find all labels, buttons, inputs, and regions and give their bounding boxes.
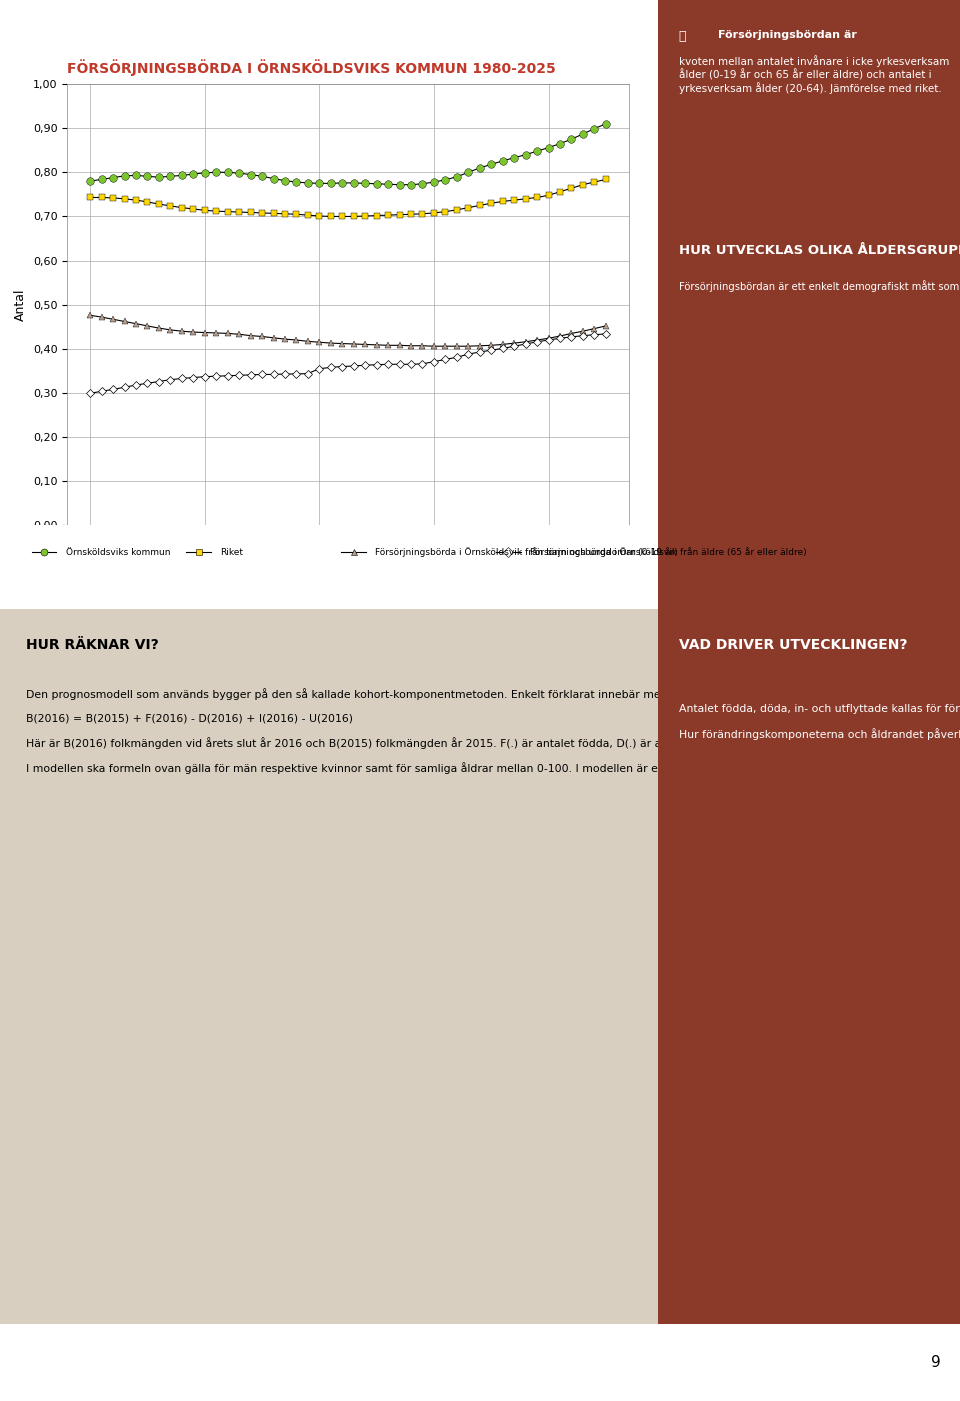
Text: Försörjningsbördan är: Försörjningsbördan är <box>718 31 857 41</box>
Text: Försörjningsbördan är ett enkelt demografiskt mått som visar på relationen mella: Försörjningsbördan är ett enkelt demogra… <box>679 280 960 293</box>
Text: Antalet födda, döda, in- och utflyttade kallas för förändringskomponenter. Kompo: Antalet födda, döda, in- och utflyttade … <box>679 702 960 740</box>
Text: HUR RÄKNAR VI?: HUR RÄKNAR VI? <box>26 637 159 651</box>
Text: ⓘ: ⓘ <box>679 31 686 43</box>
Text: kvoten mellan antalet invånare i icke yrkesverksam ålder (0-19 år och 65 år elle: kvoten mellan antalet invånare i icke yr… <box>679 55 949 94</box>
X-axis label: År: År <box>341 551 355 563</box>
Text: HUR UTVECKLAS OLIKA ÅLDERSGRUPPER?: HUR UTVECKLAS OLIKA ÅLDERSGRUPPER? <box>679 244 960 256</box>
Text: Försörjningsbörda i Örnsköldsvik från äldre (65 år eller äldre): Försörjningsbörda i Örnsköldsvik från äl… <box>530 548 806 558</box>
Text: Riket: Riket <box>221 548 244 556</box>
Y-axis label: Antal: Antal <box>14 289 27 321</box>
Text: Den prognosmodell som används bygger på den så kallade kohort-komponentmetoden. : Den prognosmodell som används bygger på … <box>26 688 960 775</box>
Text: Örnsköldsviks kommun: Örnsköldsviks kommun <box>65 548 170 556</box>
Text: 9: 9 <box>931 1355 941 1370</box>
Text: Försörjningsbörda i Örnsköldsvik från barn och ungdomar (0-19 år): Försörjningsbörda i Örnsköldsvik från ba… <box>375 548 678 558</box>
Text: VAD DRIVER UTVECKLINGEN?: VAD DRIVER UTVECKLINGEN? <box>679 637 907 651</box>
Text: FÖRSÖRJNINGSBÖRDA I ÖRNSKÖLDSVIKS KOMMUN 1980-2025: FÖRSÖRJNINGSBÖRDA I ÖRNSKÖLDSVIKS KOMMUN… <box>67 59 556 76</box>
